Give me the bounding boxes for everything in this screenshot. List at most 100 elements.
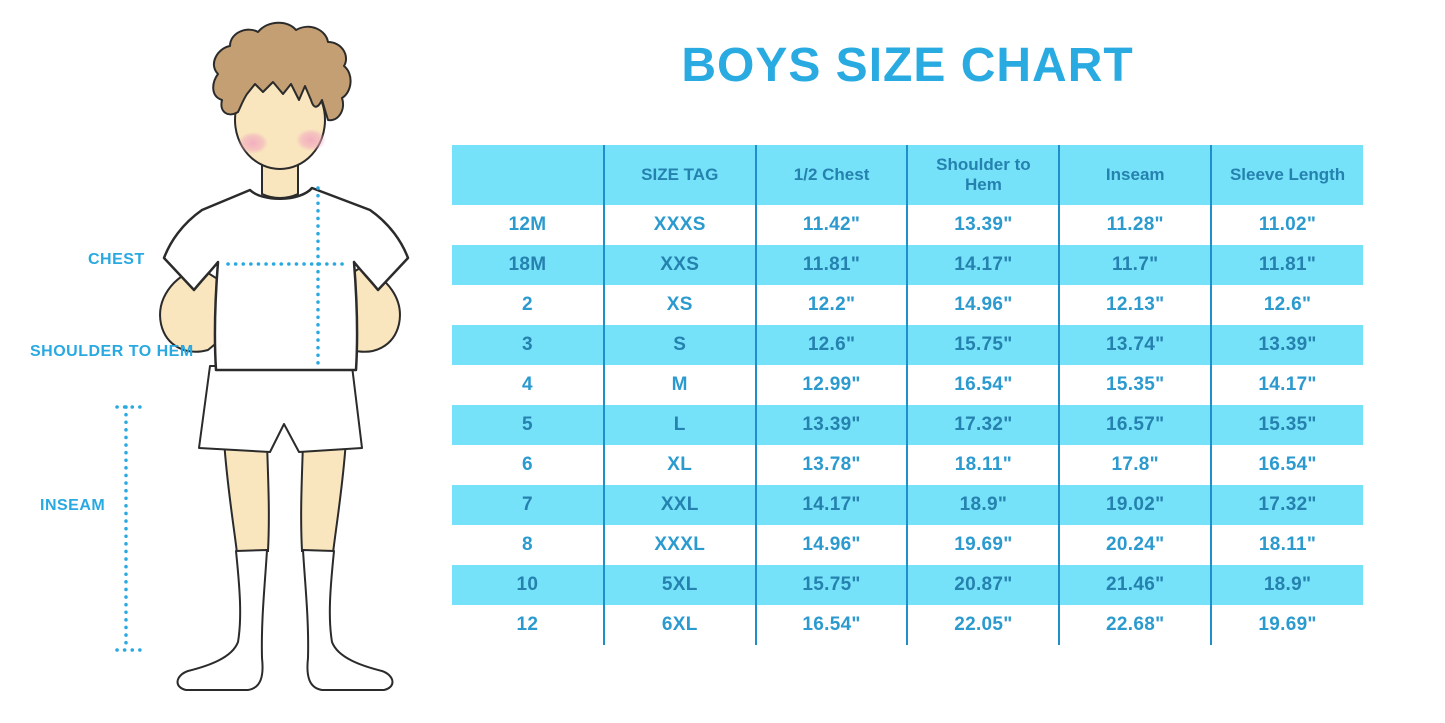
- table-row: 18M XXS 11.81" 14.17" 11.7" 11.81": [452, 245, 1363, 285]
- shoulder-to-hem-cell: 15.75": [906, 325, 1060, 365]
- boy-blush-left: [238, 132, 268, 154]
- inseam-cell: 21.46": [1058, 565, 1212, 605]
- sleeve-length-cell: 17.32": [1210, 485, 1363, 525]
- sleeve-length-cell: 11.02": [1210, 205, 1363, 245]
- table-row: 12M XXXS 11.42" 13.39" 11.28" 11.02": [452, 205, 1363, 245]
- half-chest-cell: 16.54": [754, 605, 908, 645]
- shoulder-to-hem-cell: 22.05": [906, 605, 1060, 645]
- size-table: SIZE TAG 1/2 Chest Shoulder to Hem Inseam Sl…: [452, 145, 1363, 645]
- half-chest-cell: 11.81": [754, 245, 908, 285]
- sleeve-length-cell: 16.54": [1210, 445, 1363, 485]
- size-cell: 12: [452, 605, 604, 645]
- size-tag-cell: 5XL: [602, 565, 756, 605]
- size-tag-cell: 6XL: [602, 605, 756, 645]
- table-row: 7 XXL 14.17" 18.9" 19.02" 17.32": [452, 485, 1363, 525]
- half-chest-cell: 12.6": [754, 325, 908, 365]
- header-sleeve-length-cell: Sleeve Length: [1210, 145, 1363, 205]
- sleeve-length-cell: 14.17": [1210, 365, 1363, 405]
- size-tag-cell: XXXS: [602, 205, 756, 245]
- shoulder-to-hem-cell: 14.17": [906, 245, 1060, 285]
- size-cell: 18M: [452, 245, 604, 285]
- sleeve-length-cell: 15.35": [1210, 405, 1363, 445]
- sleeve-length-cell: 13.39": [1210, 325, 1363, 365]
- table-row: 4 M 12.99" 16.54" 15.35" 14.17": [452, 365, 1363, 405]
- table-row: 8 XXXL 14.96" 19.69" 20.24" 18.11": [452, 525, 1363, 565]
- boy-shorts: [198, 365, 363, 453]
- shoulder-to-hem-cell: 19.69": [906, 525, 1060, 565]
- table-row: 3 S 12.6" 15.75" 13.74" 13.39": [452, 325, 1363, 365]
- size-cell: 10: [452, 565, 604, 605]
- page-title: BOYS SIZE CHART: [681, 39, 1134, 92]
- half-chest-cell: 14.96": [754, 525, 908, 565]
- size-cell: 7: [452, 485, 604, 525]
- inseam-label: INSEAM: [40, 497, 106, 514]
- boy-illustration: CHEST SHOULDER TO HEM INSEAM: [0, 0, 450, 723]
- header-size-cell: [452, 145, 604, 205]
- sleeve-length-cell: 18.11": [1210, 525, 1363, 565]
- sleeve-length-cell: 19.69": [1210, 605, 1363, 645]
- boy-tshirt: [162, 186, 410, 372]
- inseam-cell: 16.57": [1058, 405, 1212, 445]
- chest-label: CHEST: [88, 251, 145, 268]
- size-tag-cell: XXL: [602, 485, 756, 525]
- size-cell: 3: [452, 325, 604, 365]
- header-half-chest-cell: 1/2 Chest: [754, 145, 908, 205]
- boy-right-leg: [300, 438, 348, 555]
- half-chest-cell: 13.39": [754, 405, 908, 445]
- inseam-cell: 11.7": [1058, 245, 1212, 285]
- sleeve-length-cell: 12.6": [1210, 285, 1363, 325]
- table-header-row: SIZE TAG 1/2 Chest Shoulder to Hem Inseam Sl…: [452, 145, 1363, 205]
- boy-blush-right: [296, 129, 326, 151]
- shoulder-to-hem-cell: 18.11": [906, 445, 1060, 485]
- table-row: 2 XS 12.2" 14.96" 12.13" 12.6": [452, 285, 1363, 325]
- shoulder-to-hem-label: SHOULDER TO HEM: [30, 343, 194, 360]
- half-chest-cell: 11.42": [754, 205, 908, 245]
- inseam-cell: 19.02": [1058, 485, 1212, 525]
- half-chest-cell: 12.99": [754, 365, 908, 405]
- inseam-cell: 17.8": [1058, 445, 1212, 485]
- boy-left-leg: [222, 438, 270, 555]
- size-tag-cell: M: [602, 365, 756, 405]
- table-row: 12 6XL 16.54" 22.05" 22.68" 19.69": [452, 605, 1363, 645]
- inseam-cell: 15.35": [1058, 365, 1212, 405]
- shoulder-to-hem-cell: 18.9": [906, 485, 1060, 525]
- header-inseam-cell: Inseam: [1058, 145, 1212, 205]
- size-cell: 12M: [452, 205, 604, 245]
- boy-right-sock: [302, 549, 394, 691]
- boy-hair: [212, 21, 352, 122]
- size-tag-cell: XXXL: [602, 525, 756, 565]
- sleeve-length-cell: 18.9": [1210, 565, 1363, 605]
- shoulder-to-hem-cell: 13.39": [906, 205, 1060, 245]
- size-table-body: 12M XXXS 11.42" 13.39" 11.28" 11.02" 18M XXS 11.…: [452, 205, 1363, 645]
- inseam-cell: 20.24": [1058, 525, 1212, 565]
- size-cell: 6: [452, 445, 604, 485]
- half-chest-cell: 14.17": [754, 485, 908, 525]
- sleeve-length-cell: 11.81": [1210, 245, 1363, 285]
- shoulder-to-hem-cell: 20.87": [906, 565, 1060, 605]
- table-row: 5 L 13.39" 17.32" 16.57" 15.35": [452, 405, 1363, 445]
- size-tag-cell: L: [602, 405, 756, 445]
- size-cell: 2: [452, 285, 604, 325]
- size-tag-cell: XXS: [602, 245, 756, 285]
- inseam-cell: 11.28": [1058, 205, 1212, 245]
- size-tag-cell: XS: [602, 285, 756, 325]
- shoulder-to-hem-cell: 14.96": [906, 285, 1060, 325]
- size-tag-cell: XL: [602, 445, 756, 485]
- size-cell: 5: [452, 405, 604, 445]
- size-cell: 4: [452, 365, 604, 405]
- half-chest-cell: 15.75": [754, 565, 908, 605]
- table-row: 6 XL 13.78" 18.11" 17.8" 16.54": [452, 445, 1363, 485]
- half-chest-cell: 13.78": [754, 445, 908, 485]
- size-cell: 8: [452, 525, 604, 565]
- half-chest-cell: 12.2": [754, 285, 908, 325]
- size-tag-cell: S: [602, 325, 756, 365]
- table-row: 10 5XL 15.75" 20.87" 21.46" 18.9": [452, 565, 1363, 605]
- inseam-cell: 12.13": [1058, 285, 1212, 325]
- boy-figure-drawing: [115, 21, 410, 691]
- shoulder-to-hem-cell: 17.32": [906, 405, 1060, 445]
- header-size-tag-cell: SIZE TAG: [602, 145, 756, 205]
- inseam-cell: 22.68": [1058, 605, 1212, 645]
- header-shoulder-to-hem-cell: Shoulder to Hem: [906, 145, 1060, 205]
- boy-left-sock: [176, 549, 268, 691]
